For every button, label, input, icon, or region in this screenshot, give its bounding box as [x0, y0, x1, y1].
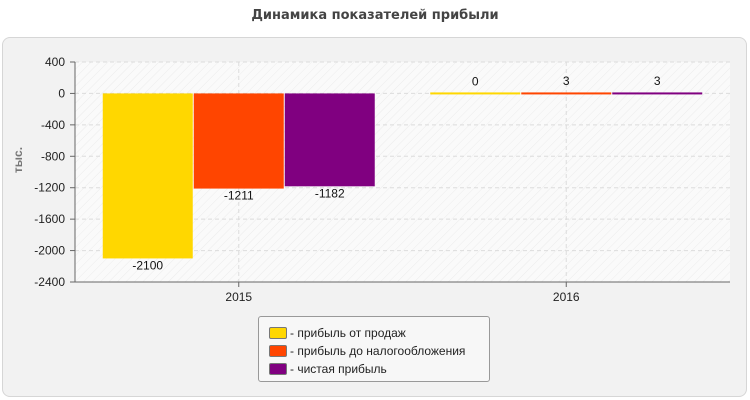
bar: [193, 93, 284, 189]
bar: [430, 92, 521, 95]
legend: - прибыль от продаж - прибыль до налогоо…: [258, 316, 490, 382]
bar: [284, 93, 375, 187]
y-tick-label: -2000: [34, 244, 65, 258]
x-tick-label: 2016: [553, 290, 580, 304]
legend-item[interactable]: - чистая прибыль: [269, 360, 489, 378]
y-tick-label: 400: [45, 55, 65, 69]
legend-label: - прибыль до налогообложения: [290, 344, 466, 358]
legend-item[interactable]: - прибыль от продаж: [269, 324, 489, 342]
data-label: -1211: [224, 189, 254, 203]
data-label: -1182: [315, 186, 345, 200]
legend-swatch: [269, 345, 287, 357]
data-label: 3: [654, 74, 661, 88]
legend-swatch: [269, 327, 287, 339]
y-tick-label: -400: [41, 118, 65, 132]
y-tick-label: -2400: [34, 275, 65, 289]
data-label: 0: [472, 74, 479, 88]
data-label: -2100: [132, 258, 163, 272]
data-label: 3: [563, 74, 570, 88]
y-axis-label: тыс.: [11, 147, 25, 173]
legend-swatch: [269, 363, 287, 375]
y-tick-label: -800: [41, 149, 65, 163]
legend-label: - прибыль от продаж: [290, 326, 406, 340]
y-tick-label: -1600: [34, 212, 65, 226]
y-tick-label: -1200: [34, 181, 65, 195]
x-tick-label: 2015: [225, 290, 252, 304]
bar: [102, 93, 193, 259]
chart-title: Динамика показателей прибыли: [251, 8, 499, 23]
bar: [521, 92, 612, 95]
legend-item[interactable]: - прибыль до налогообложения: [269, 342, 489, 360]
y-tick-label: 0: [58, 86, 65, 100]
legend-label: - чистая прибыль: [290, 362, 387, 376]
bar: [612, 92, 703, 95]
